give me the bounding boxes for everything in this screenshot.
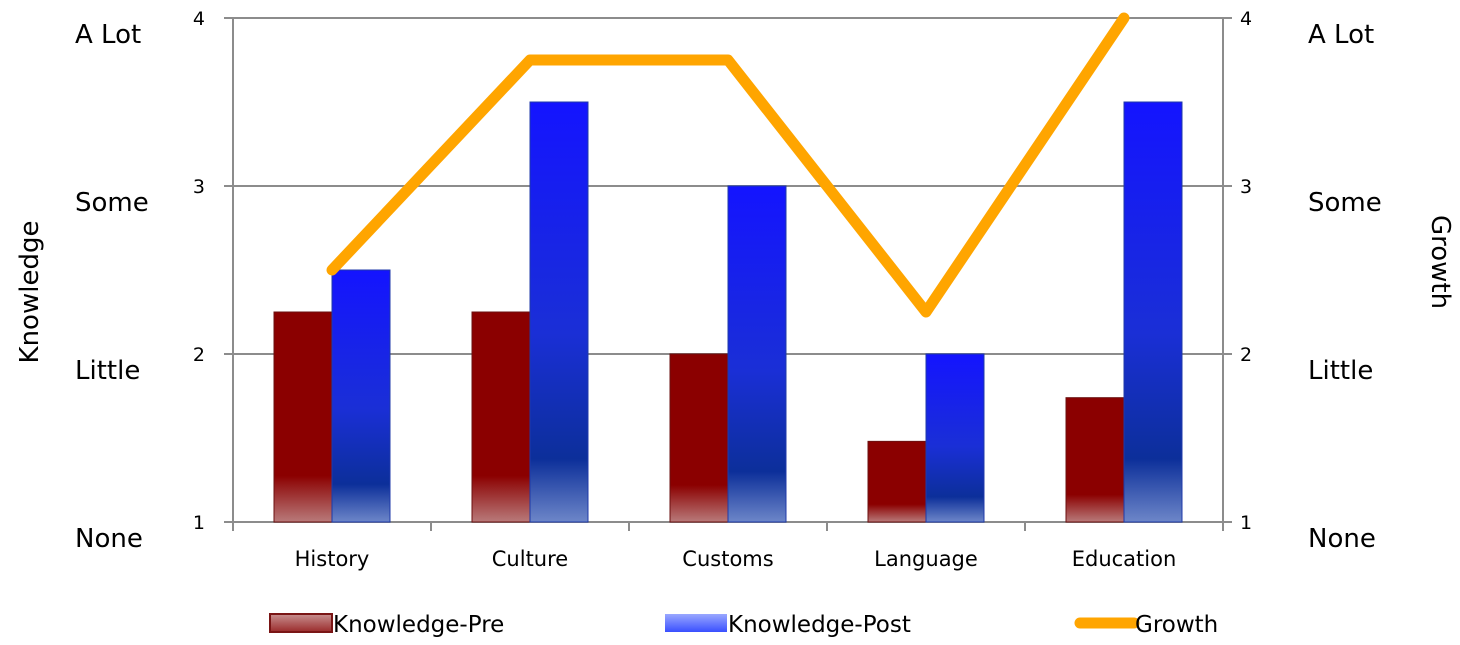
right-tick-label-4: 4 bbox=[1240, 8, 1252, 30]
right-level-label-none: None bbox=[1308, 524, 1376, 554]
growth-line bbox=[326, 12, 1130, 318]
legend-swatch-knowledge-post bbox=[665, 614, 727, 632]
category-label-education: Education bbox=[1072, 547, 1177, 571]
legend: Knowledge-Pre Knowledge-Post Growth bbox=[269, 612, 1218, 638]
bar-knowledge-pre-customs bbox=[669, 353, 729, 523]
right-level-label-a-lot: A Lot bbox=[1308, 20, 1374, 50]
category-label-culture: Culture bbox=[492, 547, 568, 571]
right-tick-label-1: 1 bbox=[1240, 512, 1252, 534]
left-tick-label-3: 3 bbox=[193, 176, 205, 198]
bar-knowledge-post-culture bbox=[529, 101, 589, 523]
left-level-label-none: None bbox=[75, 524, 143, 554]
y-axis-title: Knowledge bbox=[15, 221, 45, 364]
left-tick-label-1: 1 bbox=[193, 512, 205, 534]
right-tick-label-3: 3 bbox=[1240, 176, 1252, 198]
labels: History Culture Customs Language Education 1 1… bbox=[15, 8, 1455, 571]
right-level-label-some: Some bbox=[1308, 188, 1382, 218]
bar-knowledge-pre-culture bbox=[471, 311, 531, 523]
growth-line-layer bbox=[326, 12, 1130, 318]
category-label-customs: Customs bbox=[682, 547, 773, 571]
category-label-history: History bbox=[295, 547, 370, 571]
bars bbox=[273, 101, 1183, 523]
legend-label-knowledge-pre: Knowledge-Pre bbox=[333, 612, 504, 638]
legend-label-knowledge-post: Knowledge-Post bbox=[728, 612, 911, 638]
bar-knowledge-post-customs bbox=[727, 185, 787, 523]
left-level-label-little: Little bbox=[75, 356, 140, 386]
bar-knowledge-post-education bbox=[1123, 101, 1183, 523]
y-axis-title-right: Growth bbox=[1425, 215, 1455, 309]
bar-knowledge-post-history bbox=[331, 269, 391, 523]
bar-knowledge-pre-education bbox=[1065, 397, 1125, 523]
left-level-label-some: Some bbox=[75, 188, 149, 218]
category-label-language: Language bbox=[874, 547, 978, 571]
left-tick-label-4: 4 bbox=[193, 8, 205, 30]
bar-knowledge-pre-language bbox=[867, 440, 927, 523]
legend-label-growth: Growth bbox=[1135, 612, 1218, 638]
bar-knowledge-pre-history bbox=[273, 311, 333, 523]
left-level-label-a-lot: A Lot bbox=[75, 20, 141, 50]
bar-knowledge-post-language bbox=[925, 353, 985, 523]
right-tick-label-2: 2 bbox=[1240, 344, 1252, 366]
legend-swatch-knowledge-pre bbox=[269, 613, 333, 633]
right-level-label-little: Little bbox=[1308, 356, 1373, 386]
left-tick-label-2: 2 bbox=[193, 344, 205, 366]
